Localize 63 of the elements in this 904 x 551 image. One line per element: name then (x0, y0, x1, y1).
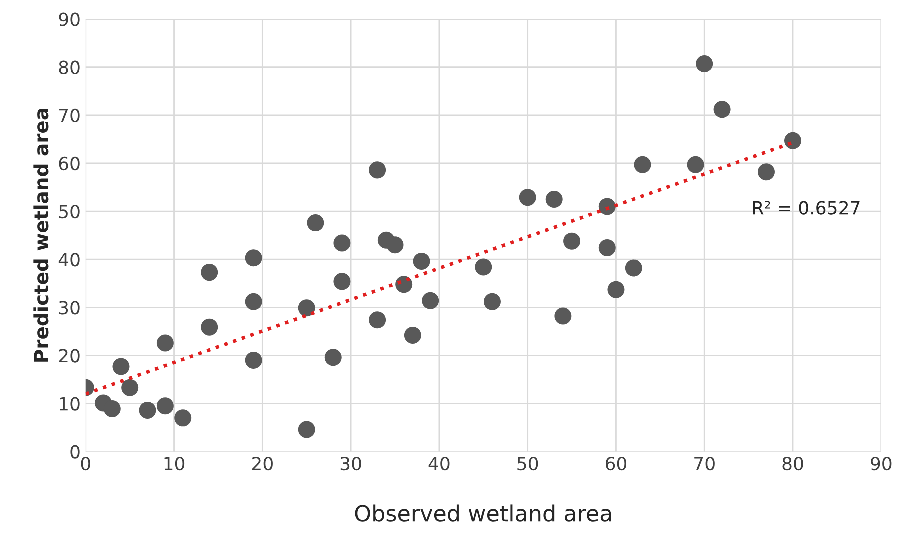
y-tick-label: 0 (70, 445, 80, 459)
point (598, 198, 616, 216)
point (122, 379, 139, 396)
point (201, 264, 218, 282)
point (598, 240, 616, 257)
point (174, 410, 192, 427)
y-tick-label: 90 (59, 12, 80, 26)
x-tick-label: 50 (518, 457, 538, 471)
point (201, 318, 218, 336)
point (625, 260, 642, 277)
point (404, 327, 422, 344)
point (554, 308, 572, 325)
annotation: R² = 0.6527 (754, 201, 860, 215)
x-tick-label: 80 (782, 457, 804, 471)
point (324, 349, 342, 366)
point (245, 293, 262, 310)
x-tick-label: 20 (252, 457, 273, 471)
point (104, 400, 121, 418)
y-axis-title: Predicted wetland area (34, 109, 49, 362)
x-tick-label: 60 (606, 457, 627, 471)
y-tick-label: 20 (59, 349, 80, 363)
x-tick-label: 90 (871, 457, 892, 471)
point (386, 236, 404, 254)
point (112, 358, 130, 376)
point (634, 156, 652, 174)
point (139, 402, 156, 419)
y-tick-label: 40 (58, 253, 80, 267)
x-tick-label: 40 (428, 457, 450, 471)
point (245, 352, 262, 370)
point (608, 281, 625, 298)
y-tick-label: 50 (59, 204, 80, 219)
y-tick-label: 60 (59, 156, 80, 171)
point (156, 334, 174, 352)
x-tick-label: 30 (340, 457, 362, 471)
point (564, 232, 581, 250)
x-tick-label: 70 (694, 457, 715, 471)
point (298, 300, 316, 317)
point (475, 258, 492, 276)
x-tick-label: 10 (164, 457, 185, 471)
y-tick-label: 70 (60, 108, 80, 123)
point (696, 55, 714, 72)
point (784, 132, 802, 150)
point (422, 292, 440, 310)
point (687, 156, 704, 174)
point (334, 273, 351, 290)
point (714, 101, 731, 118)
point (758, 164, 775, 181)
point (413, 253, 430, 270)
point (519, 189, 536, 206)
point (369, 162, 386, 179)
point (484, 293, 501, 310)
point (156, 398, 174, 415)
point (369, 312, 386, 329)
point (298, 421, 316, 438)
point (334, 234, 351, 252)
point (546, 191, 563, 208)
y-tick-label: 80 (59, 60, 80, 74)
point (307, 214, 324, 232)
y-tick-label: 10 (60, 397, 80, 411)
y-tick-label: 30 (59, 301, 80, 315)
x-tick-label: 0 (81, 457, 90, 471)
point (245, 250, 262, 267)
x-axis-title: Observed wetland area (355, 504, 612, 522)
